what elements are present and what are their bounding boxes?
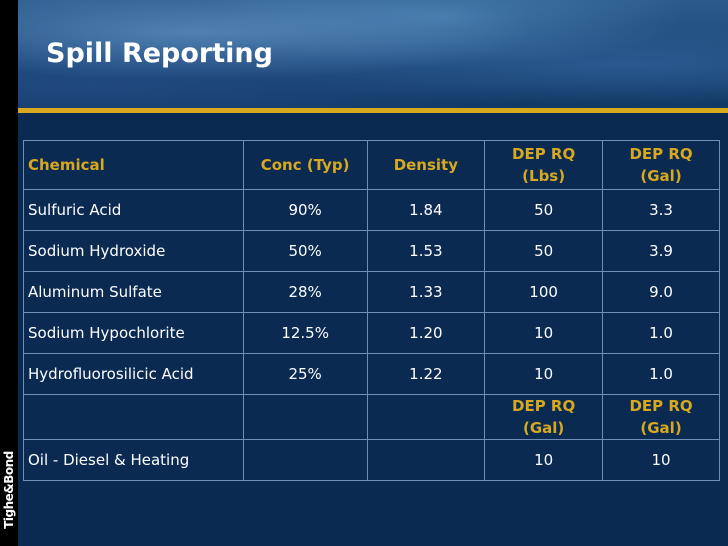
cell-conc: 25% xyxy=(242,353,368,395)
spill-reporting-table: Chemical Conc (Typ) Density DEP RQ (Lbs)… xyxy=(23,140,720,481)
cell-density: 1.20 xyxy=(366,312,486,354)
table-row: Sodium Hypochlorite 12.5% 1.20 10 1.0 xyxy=(23,312,720,354)
cell-rq-gal: 3.3 xyxy=(602,189,720,231)
table-row: Aluminum Sulfate 28% 1.33 100 9.0 xyxy=(23,271,720,313)
header-rq-lbs-line2: (Lbs) xyxy=(522,167,566,185)
cell-density: 1.22 xyxy=(366,353,486,395)
cell-rq-gal: 1.0 xyxy=(602,353,720,395)
cell-density: 1.84 xyxy=(366,189,486,231)
subheader-rq-gal-a: DEP RQ (Gal) xyxy=(484,394,604,440)
subheader-rq-gal-b-line1: DEP RQ xyxy=(629,397,693,415)
cell-rq-lbs: 50 xyxy=(484,230,604,272)
cell-rq-gal: 10 xyxy=(602,439,720,481)
header-rq-gal-line2: (Gal) xyxy=(640,167,682,185)
cell-rq-lbs: 10 xyxy=(484,312,604,354)
page-title: Spill Reporting xyxy=(46,38,273,69)
header-rq-lbs-line1: DEP RQ xyxy=(512,145,576,163)
cell-rq-gal: 9.0 xyxy=(602,271,720,313)
cell-empty xyxy=(242,439,368,481)
header-rq-lbs: DEP RQ (Lbs) xyxy=(484,140,604,190)
cell-chemical: Sulfuric Acid xyxy=(23,189,244,231)
left-brand-strip xyxy=(0,0,18,546)
subheader-rq-gal-a-line2: (Gal) xyxy=(522,419,565,437)
cell-chemical: Oil - Diesel & Heating xyxy=(23,439,244,481)
table-row: Sulfuric Acid 90% 1.84 50 3.3 xyxy=(23,189,720,231)
subheader-rq-gal-b: DEP RQ (Gal) xyxy=(602,394,720,440)
cell-conc: 90% xyxy=(242,189,368,231)
cell-empty xyxy=(366,439,486,481)
cell-conc: 12.5% xyxy=(242,312,368,354)
cell-chemical: Sodium Hydroxide xyxy=(23,230,244,272)
subheader-rq-gal-b-line2: (Gal) xyxy=(640,419,682,437)
cell-density: 1.53 xyxy=(366,230,486,272)
cell-rq-lbs: 100 xyxy=(484,271,604,313)
header-conc: Conc (Typ) xyxy=(242,140,368,190)
cell-rq-gal: 1.0 xyxy=(602,312,720,354)
header-water-banner xyxy=(18,0,728,108)
tighe-bond-logo: Tighe&Bond xyxy=(0,440,18,540)
logo-text: Tighe&Bond xyxy=(2,451,16,529)
cell-rq-lbs: 50 xyxy=(484,189,604,231)
cell-empty xyxy=(23,394,244,440)
header-density: Density xyxy=(366,140,486,190)
cell-rq-gal: 10 xyxy=(484,439,604,481)
cell-chemical: Aluminum Sulfate xyxy=(23,271,244,313)
header-rq-gal: DEP RQ (Gal) xyxy=(602,140,720,190)
cell-empty xyxy=(366,394,486,440)
subheader-rq-gal-a-line1: DEP RQ xyxy=(512,397,576,415)
table-row: Oil - Diesel & Heating 10 10 xyxy=(23,439,720,481)
header-chemical: Chemical xyxy=(23,140,244,190)
gold-divider xyxy=(18,108,728,113)
cell-rq-lbs: 10 xyxy=(484,353,604,395)
header-rq-gal-line1: DEP RQ xyxy=(629,145,693,163)
table-header-row: Chemical Conc (Typ) Density DEP RQ (Lbs)… xyxy=(23,140,720,190)
cell-density: 1.33 xyxy=(366,271,486,313)
cell-empty xyxy=(242,394,368,440)
table-subheader-row: DEP RQ (Gal) DEP RQ (Gal) xyxy=(23,394,720,440)
cell-conc: 28% xyxy=(242,271,368,313)
cell-chemical: Sodium Hypochlorite xyxy=(23,312,244,354)
cell-chemical: Hydrofluorosilicic Acid xyxy=(23,353,244,395)
table-row: Sodium Hydroxide 50% 1.53 50 3.9 xyxy=(23,230,720,272)
table-row: Hydrofluorosilicic Acid 25% 1.22 10 1.0 xyxy=(23,353,720,395)
cell-conc: 50% xyxy=(242,230,368,272)
cell-rq-gal: 3.9 xyxy=(602,230,720,272)
